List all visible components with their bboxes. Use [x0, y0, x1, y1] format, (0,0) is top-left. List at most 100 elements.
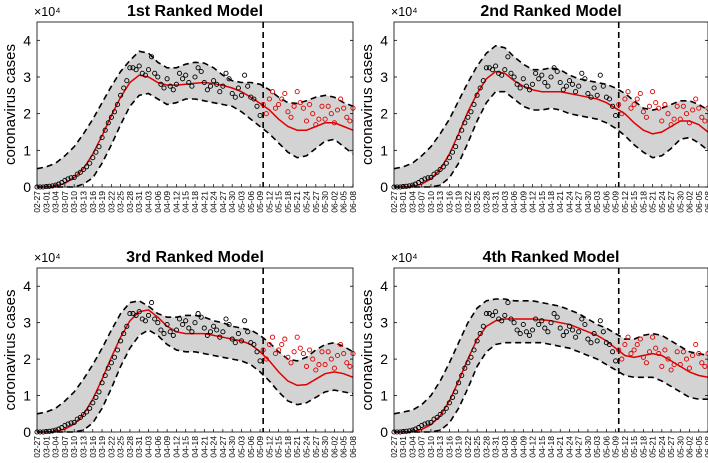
forecast-observed-point	[622, 96, 628, 102]
y-tick-label: 4	[23, 278, 31, 294]
x-tick-label: 06-05	[339, 191, 349, 213]
observed-point	[462, 120, 468, 126]
forecast-observed-point	[341, 105, 347, 111]
y-axis-label: coronavirus cases	[359, 290, 376, 411]
x-tick-label: 06-08	[703, 436, 708, 458]
y-tick-label: 0	[380, 179, 388, 195]
observed-point	[90, 400, 96, 406]
x-tick-label: 03-22	[463, 436, 473, 458]
observed-point	[579, 316, 585, 322]
observed-point	[242, 318, 248, 324]
x-tick-label: 05-06	[601, 191, 611, 213]
y-tick-label: 3	[380, 315, 388, 331]
observed-point	[582, 321, 588, 328]
observed-point	[223, 316, 229, 322]
forecast-observed-point	[307, 347, 313, 353]
x-tick-label: 05-18	[283, 436, 293, 458]
x-tick-label: 06-08	[703, 191, 708, 213]
x-tick-label: 04-21	[555, 191, 565, 213]
observed-point	[149, 54, 155, 60]
forecast-observed-point	[347, 118, 353, 124]
y-tick-label: 3	[23, 315, 31, 331]
x-tick-label: 03-19	[97, 191, 107, 213]
x-tick-label: 05-24	[657, 436, 667, 458]
forecast-observed-point	[322, 362, 328, 368]
forecast-observed-point	[625, 89, 631, 95]
forecast-observed-point	[319, 103, 325, 109]
observed-point	[204, 87, 210, 93]
x-tick-label: 05-06	[246, 436, 256, 458]
observed-point	[93, 149, 99, 155]
observed-point	[569, 327, 576, 333]
observed-point	[118, 338, 124, 344]
x-tick-label: 04-09	[162, 436, 172, 458]
observed-point	[124, 323, 130, 329]
x-tick-label: 05-09	[611, 191, 621, 213]
observed-point	[84, 409, 90, 415]
observed-point	[71, 419, 77, 426]
observed-point	[235, 331, 241, 337]
forecast-observed-point	[686, 365, 693, 371]
forecast-observed-point	[269, 334, 276, 340]
x-tick-label: 05-15	[274, 436, 284, 458]
observed-point	[238, 92, 245, 98]
observed-point	[170, 332, 176, 338]
observed-point	[186, 79, 192, 86]
x-tick-label: 02-27	[32, 191, 42, 213]
observed-point	[443, 405, 449, 411]
observed-point	[145, 312, 152, 318]
y-tick-label: 4	[23, 32, 31, 48]
forecast-observed-point	[316, 116, 322, 122]
forecast-observed-point	[637, 336, 643, 342]
observed-point	[136, 309, 142, 315]
forecast-observed-point	[347, 363, 353, 369]
x-tick-label: 04-30	[583, 436, 593, 458]
x-tick-label: 03-04	[407, 436, 417, 458]
observed-point	[257, 358, 263, 364]
forecast-observed-point	[297, 345, 303, 351]
x-tick-label: 06-02	[685, 436, 695, 458]
observed-point	[152, 70, 158, 76]
forecast-observed-point	[680, 103, 686, 109]
x-tick-label: 03-10	[426, 436, 436, 458]
y-tick-label: 2	[23, 106, 31, 122]
x-tick-label: 04-15	[537, 436, 547, 458]
forecast-observed-point	[628, 351, 634, 357]
observed-point	[508, 316, 514, 322]
y-tick-label: 2	[380, 106, 388, 122]
observed-point	[551, 65, 557, 71]
observed-point	[77, 414, 83, 420]
observed-point	[189, 83, 195, 89]
observed-point	[477, 331, 483, 337]
x-tick-label: 04-03	[500, 436, 510, 458]
observed-point	[87, 405, 93, 411]
observed-point	[446, 155, 452, 161]
x-tick-label: 04-12	[171, 436, 181, 458]
observed-point	[71, 174, 77, 181]
confidence-band	[37, 300, 353, 432]
observed-point	[514, 81, 520, 87]
forecast-observed-point	[310, 356, 316, 362]
observed-point	[502, 312, 508, 318]
observed-point	[245, 329, 251, 335]
observed-point	[422, 176, 428, 182]
x-tick-label: 05-27	[666, 191, 676, 213]
forecast-observed-point	[331, 120, 337, 126]
observed-point	[170, 87, 176, 93]
observed-point	[483, 65, 489, 71]
forecast-observed-point	[291, 103, 297, 109]
observed-point	[569, 81, 576, 87]
forecast-observed-point	[696, 105, 702, 111]
observed-point	[158, 327, 164, 333]
observed-point	[226, 76, 232, 82]
x-tick-label: 04-06	[509, 191, 519, 213]
observed-point	[456, 380, 462, 386]
observed-point	[449, 149, 456, 155]
observed-point	[471, 101, 477, 108]
x-tick-label: 05-24	[302, 436, 312, 458]
observed-point	[526, 87, 533, 93]
observed-point	[468, 354, 474, 360]
observed-point	[180, 76, 186, 82]
observed-point	[591, 331, 597, 337]
observed-point	[502, 67, 508, 73]
